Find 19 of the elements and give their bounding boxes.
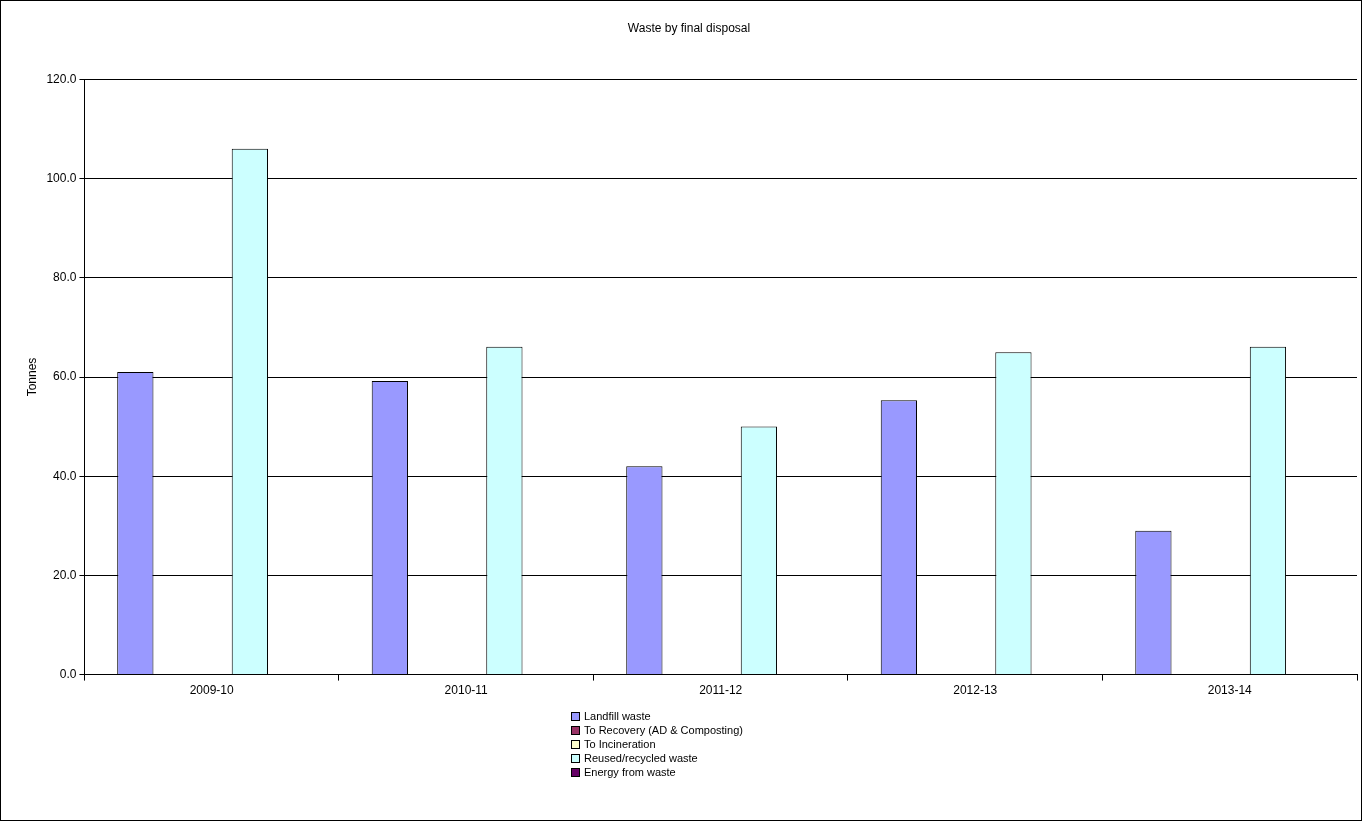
chart-title: Waste by final disposal xyxy=(627,20,751,35)
y-tick-label: 80.0 xyxy=(53,270,77,285)
y-tick-label: 20.0 xyxy=(53,567,77,582)
y-tick-label: 0.0 xyxy=(59,666,77,681)
x-tick-label: 2009-10 xyxy=(189,683,235,698)
x-tick-label: 2013-14 xyxy=(1207,683,1253,698)
y-axis-title: Tonnes xyxy=(24,357,39,397)
x-tick-label: 2010-11 xyxy=(444,683,489,698)
y-tick-label: 120.0 xyxy=(46,71,77,86)
x-tick-label: 2012-13 xyxy=(953,683,998,698)
y-tick-label: 60.0 xyxy=(53,369,77,384)
y-tick-label: 40.0 xyxy=(53,468,77,483)
y-tick-label: 100.0 xyxy=(46,170,77,185)
legend-label: To Incineration xyxy=(584,738,656,750)
legend-label: Reused/recycled waste xyxy=(584,752,698,764)
legend-label: Landfill waste xyxy=(584,710,651,722)
legend-label: Energy from waste xyxy=(584,766,676,778)
legend-label: To Recovery (AD & Composting) xyxy=(584,724,743,736)
x-tick-label: 2011-12 xyxy=(699,683,743,698)
